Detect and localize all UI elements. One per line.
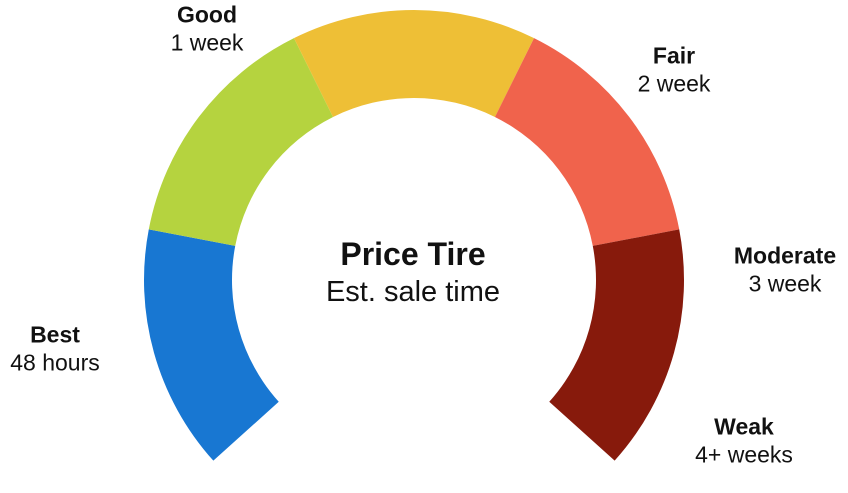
tier-name: Weak [714, 413, 774, 440]
tier-label-moderate: Moderate 3 week [734, 242, 836, 297]
tier-time: 4+ weeks [695, 441, 793, 467]
gauge-segment-best [143, 229, 279, 461]
tier-time: 1 week [170, 29, 244, 55]
tier-time: 48 hours [10, 349, 100, 375]
gauge-segments [143, 9, 684, 461]
tier-label-good: Good 1 week [171, 1, 244, 56]
gauge-segment-fair [293, 9, 535, 117]
gauge-title: Price Tire [340, 235, 486, 272]
tier-name: Best [30, 321, 80, 348]
gauge-center-text: Price Tire Est. sale time [326, 234, 500, 310]
gauge-segment-weak [549, 229, 684, 461]
tier-time: 3 week [748, 270, 822, 296]
tier-time: 2 week [637, 70, 711, 96]
tier-label-fair: Fair 2 week [638, 42, 711, 97]
gauge-segment-good [148, 38, 334, 246]
tier-label-weak: Weak 4+ weeks [695, 413, 793, 468]
tier-name: Moderate [733, 242, 837, 269]
tier-name: Fair [652, 42, 696, 69]
tier-label-best: Best 48 hours [10, 321, 100, 376]
gauge-subtitle: Est. sale time [325, 275, 501, 308]
gauge-segment-moderate [494, 38, 680, 246]
tier-name: Good [176, 1, 238, 28]
